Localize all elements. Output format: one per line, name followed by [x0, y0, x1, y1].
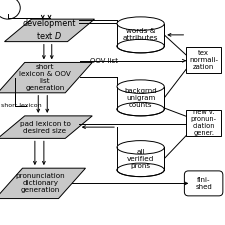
Text: all
verified
prons: all verified prons	[127, 149, 154, 169]
Bar	[117, 87, 164, 109]
Text: new v.
pronun-
ciation
gener.: new v. pronun- ciation gener.	[191, 109, 217, 136]
Text: pronunciation
dictionary
generation: pronunciation dictionary generation	[16, 173, 65, 193]
Text: fini-
shed: fini- shed	[195, 177, 212, 190]
Polygon shape	[0, 62, 92, 93]
Text: development
text $D$: development text $D$	[23, 20, 76, 41]
Text: short
lexicon & OOV
list
generation: short lexicon & OOV list generation	[19, 64, 71, 91]
Text: backgrnd
unigram
counts: backgrnd unigram counts	[124, 88, 157, 108]
Polygon shape	[4, 19, 94, 42]
Text: pad lexicon to
desired size: pad lexicon to desired size	[20, 121, 70, 134]
Ellipse shape	[117, 17, 164, 30]
Ellipse shape	[0, 0, 20, 19]
Text: OOV list: OOV list	[90, 58, 118, 64]
Bar	[186, 110, 221, 135]
Text: tex
normali-
zation: tex normali- zation	[189, 50, 218, 70]
Bar	[117, 24, 164, 46]
Bar	[117, 147, 164, 170]
Bar	[186, 47, 221, 72]
Text: words &
attributes: words & attributes	[123, 28, 158, 41]
Polygon shape	[0, 168, 86, 199]
Ellipse shape	[117, 141, 164, 154]
Ellipse shape	[117, 80, 164, 93]
Text: short lexicon: short lexicon	[1, 103, 42, 108]
FancyBboxPatch shape	[184, 171, 223, 196]
Polygon shape	[0, 116, 92, 138]
